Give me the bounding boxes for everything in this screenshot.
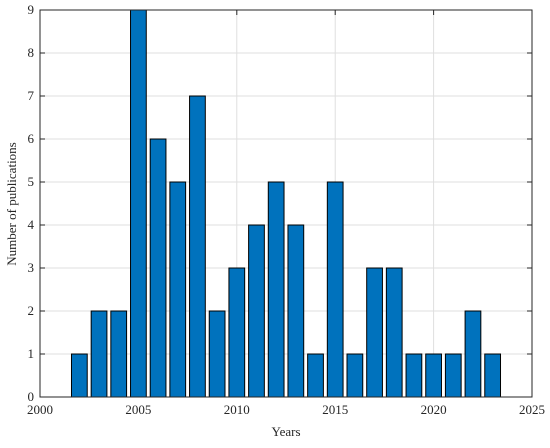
bar [189,95,206,398]
x-tick-label: 2025 [519,402,545,417]
x-tick-label: 2015 [322,402,348,417]
bar [405,353,423,398]
bar [366,267,383,398]
y-tick-label: 8 [28,45,35,60]
bar [464,310,482,398]
bar [228,267,246,398]
plot-frame [39,9,533,398]
y-tick-label: 2 [28,303,35,318]
x-tick-label: 2010 [224,402,250,417]
bar [149,138,167,398]
x-tick-label: 2000 [27,402,53,417]
bar [484,353,502,398]
bar [110,310,128,398]
bar [208,310,226,398]
bar [307,353,324,398]
bar [385,267,403,398]
bar [326,181,344,398]
x-tick-label: 2020 [421,402,447,417]
bar [248,224,265,398]
y-tick-label: 9 [28,2,35,17]
bar [346,353,364,398]
y-axis-label: Number of publications [4,142,19,265]
bar [90,310,108,398]
x-axis-label: Years [271,424,300,439]
bar [169,181,187,398]
x-tick-label: 2005 [125,402,151,417]
bar [425,353,442,398]
bar [267,181,285,398]
bar [130,9,147,398]
bar [70,353,88,398]
y-tick-label: 5 [28,174,35,189]
bar [444,353,462,398]
y-tick-label: 0 [28,389,35,404]
y-tick-label: 6 [28,131,35,146]
y-tick-label: 7 [28,88,35,103]
bar [287,224,305,398]
y-tick-label: 4 [28,217,35,232]
y-tick-label: 1 [28,346,35,361]
y-tick-label: 3 [28,260,35,275]
